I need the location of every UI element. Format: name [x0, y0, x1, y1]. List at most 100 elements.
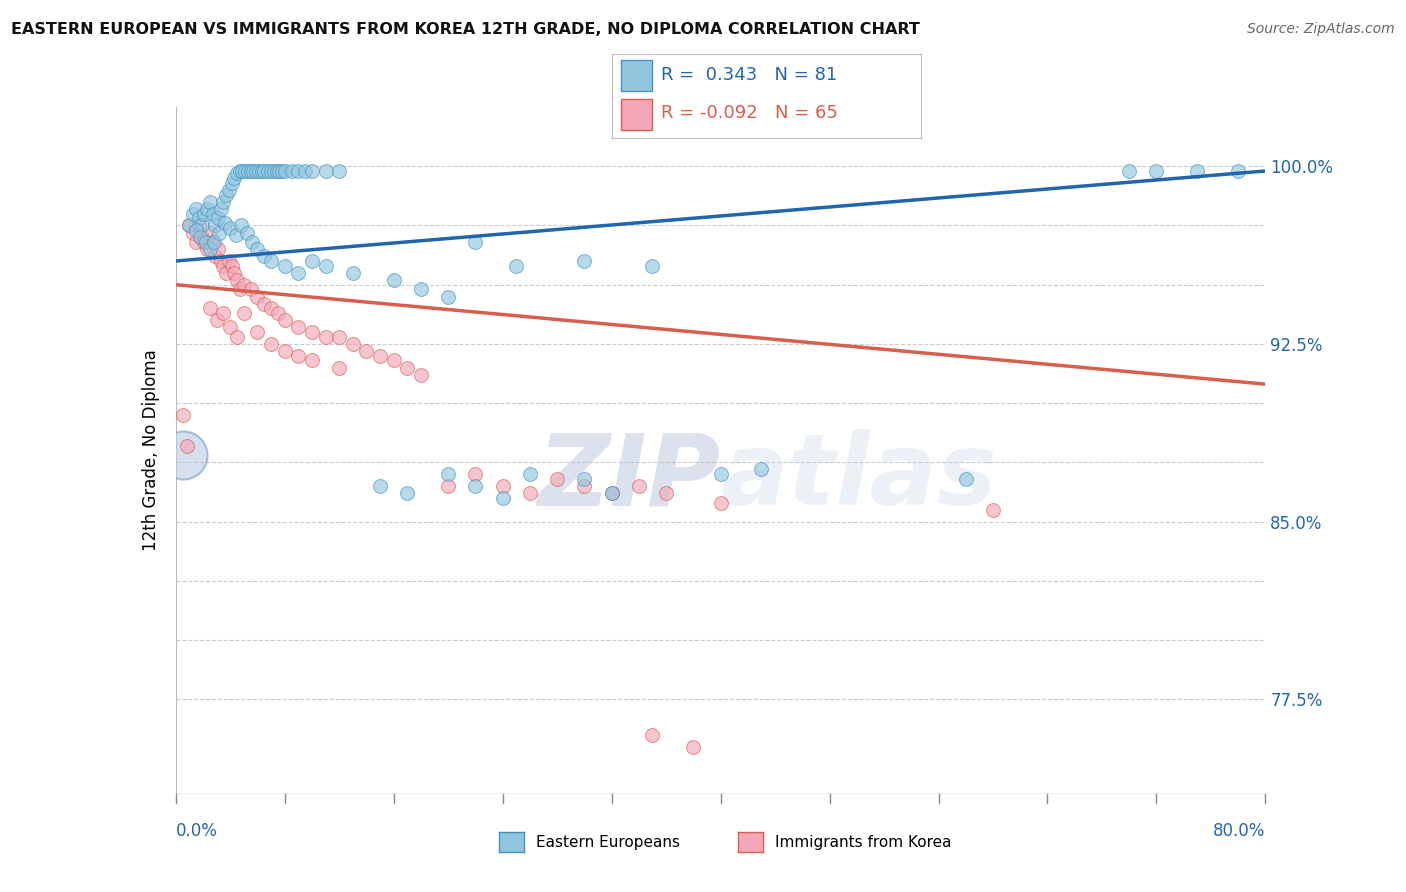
- Point: [464, 235, 486, 249]
- Point: [183, 226, 205, 240]
- Point: [396, 360, 419, 375]
- Point: [186, 202, 208, 216]
- Point: [212, 194, 235, 209]
- Point: [226, 273, 249, 287]
- Point: [600, 486, 623, 500]
- Point: [396, 486, 419, 500]
- Point: [198, 226, 221, 240]
- Text: Eastern Europeans: Eastern Europeans: [536, 835, 679, 849]
- Point: [274, 343, 297, 358]
- Point: [195, 202, 218, 216]
- Point: [492, 491, 515, 505]
- Point: [328, 330, 350, 344]
- Point: [240, 235, 263, 249]
- Point: [190, 219, 212, 233]
- Text: Immigrants from Korea: Immigrants from Korea: [775, 835, 952, 849]
- Point: [464, 467, 486, 482]
- Point: [176, 439, 198, 453]
- Point: [315, 164, 337, 178]
- Point: [201, 206, 224, 220]
- Text: R =  0.343   N = 81: R = 0.343 N = 81: [661, 66, 838, 84]
- Text: ZIP: ZIP: [537, 429, 721, 526]
- Point: [1227, 164, 1250, 178]
- Point: [172, 408, 194, 422]
- Point: [437, 289, 460, 303]
- Point: [235, 226, 257, 240]
- Point: [190, 230, 212, 244]
- Point: [546, 472, 568, 486]
- Point: [198, 242, 221, 256]
- Text: 0.0%: 0.0%: [176, 822, 218, 840]
- Point: [271, 164, 294, 178]
- Point: [186, 235, 208, 249]
- Point: [172, 448, 194, 462]
- Point: [955, 472, 977, 486]
- Point: [253, 249, 276, 263]
- Point: [981, 502, 1004, 516]
- Point: [409, 368, 432, 382]
- Point: [207, 211, 229, 226]
- Point: [342, 266, 364, 280]
- Point: [219, 320, 242, 334]
- Point: [382, 353, 405, 368]
- Point: [214, 216, 236, 230]
- Point: [1118, 164, 1140, 178]
- Point: [204, 249, 226, 263]
- Point: [229, 282, 252, 296]
- Point: [212, 306, 235, 320]
- Point: [519, 486, 541, 500]
- Point: [193, 206, 215, 220]
- Point: [301, 254, 323, 268]
- Point: [342, 337, 364, 351]
- Point: [247, 164, 270, 178]
- Point: [219, 220, 242, 235]
- Point: [242, 164, 264, 178]
- Text: EASTERN EUROPEAN VS IMMIGRANTS FROM KOREA 12TH GRADE, NO DIPLOMA CORRELATION CHA: EASTERN EUROPEAN VS IMMIGRANTS FROM KORE…: [11, 22, 920, 37]
- Point: [641, 259, 664, 273]
- Point: [287, 320, 309, 334]
- Point: [682, 739, 704, 754]
- Point: [368, 479, 391, 493]
- Point: [600, 486, 623, 500]
- Point: [202, 235, 225, 249]
- Point: [224, 171, 246, 186]
- Point: [212, 259, 235, 273]
- Point: [274, 313, 297, 327]
- Point: [574, 472, 596, 486]
- Point: [710, 467, 733, 482]
- Point: [260, 337, 283, 351]
- Point: [301, 164, 323, 178]
- Point: [519, 467, 541, 482]
- Point: [218, 254, 240, 268]
- Text: R = -0.092   N = 65: R = -0.092 N = 65: [661, 104, 838, 122]
- Point: [232, 277, 254, 292]
- Point: [328, 360, 350, 375]
- Y-axis label: 12th Grade, No Diploma: 12th Grade, No Diploma: [142, 350, 160, 551]
- Point: [246, 325, 269, 339]
- Point: [382, 273, 405, 287]
- Point: [356, 343, 378, 358]
- Point: [236, 164, 259, 178]
- Point: [183, 206, 205, 220]
- Point: [287, 349, 309, 363]
- Point: [655, 486, 678, 500]
- Bar: [621, 61, 652, 91]
- Point: [179, 219, 201, 233]
- Point: [225, 227, 247, 242]
- Point: [464, 479, 486, 493]
- Point: [232, 306, 254, 320]
- Point: [315, 259, 337, 273]
- Point: [437, 467, 460, 482]
- Point: [221, 176, 243, 190]
- Point: [328, 164, 350, 178]
- Point: [221, 259, 243, 273]
- Point: [198, 301, 221, 316]
- Point: [409, 282, 432, 296]
- Point: [710, 495, 733, 509]
- Point: [198, 194, 221, 209]
- Point: [368, 349, 391, 363]
- Point: [226, 330, 249, 344]
- Point: [315, 330, 337, 344]
- Point: [233, 164, 256, 178]
- Point: [201, 235, 224, 249]
